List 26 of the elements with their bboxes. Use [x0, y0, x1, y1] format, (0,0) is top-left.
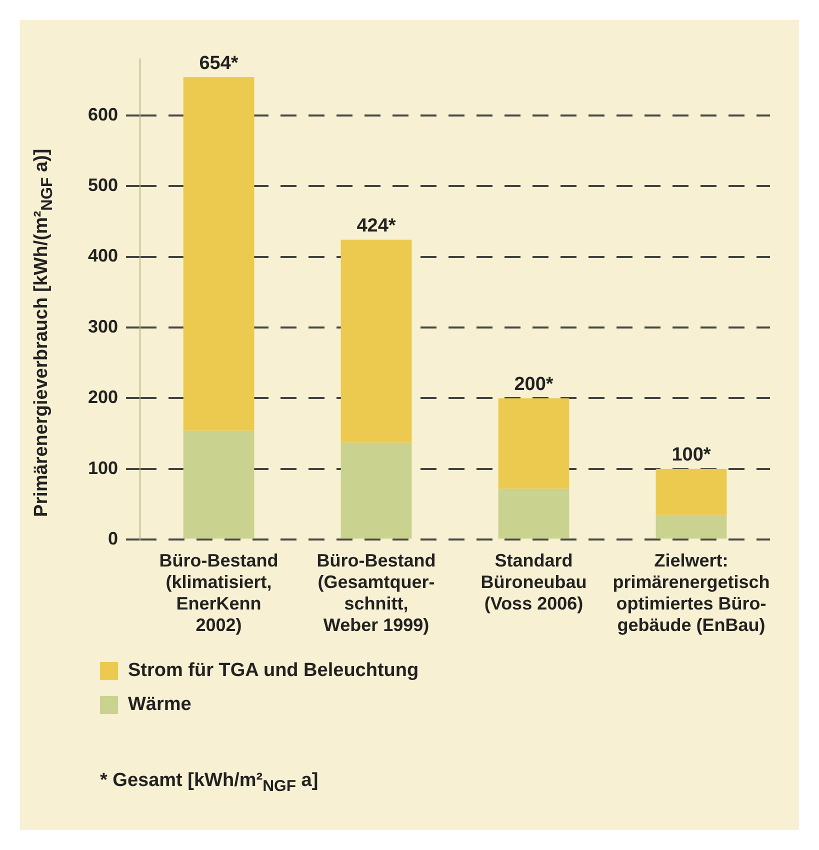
x-tick-label: Standard Büroneubau (Voss 2006): [480, 550, 587, 614]
x-tick-label: Zielwert: primärenergetisch optimiertes Büro- gebäude (EnBau): [612, 550, 770, 636]
bar: [656, 468, 727, 515]
y-tick-label: 600: [88, 104, 118, 124]
bar: [183, 77, 254, 431]
bar: [340, 442, 412, 539]
y-tick-label: 500: [88, 175, 118, 196]
bar: [498, 488, 570, 539]
y-tick-label: 200: [88, 387, 118, 408]
y-tick-label: 400: [88, 246, 118, 266]
total-label: 654*: [199, 52, 239, 74]
x-tick-label: Büro-Bestand (klimatisiert, EnerKenn 2002): [159, 550, 278, 636]
text: * Gesamt [kWh/m²$_{NGF}$ a]: [100, 770, 318, 796]
bar: [183, 430, 254, 539]
bar: [498, 398, 570, 489]
legend-label: Strom für TGA und Beleuchtung: [128, 660, 419, 682]
legend-label: Wärme: [128, 694, 192, 716]
y-tick-label: 100: [88, 458, 118, 478]
y-tick-label: 0: [108, 528, 118, 549]
total-label: 424*: [356, 216, 396, 237]
total-label: 200*: [514, 374, 554, 395]
y-tick-label: 300: [88, 316, 118, 336]
x-tick-label: Büro-Bestand (Gesamtquer- schnitt, Weber 1999): [316, 550, 436, 636]
total-label: 100*: [672, 444, 712, 466]
bar: [656, 514, 727, 539]
bar: [340, 240, 412, 443]
